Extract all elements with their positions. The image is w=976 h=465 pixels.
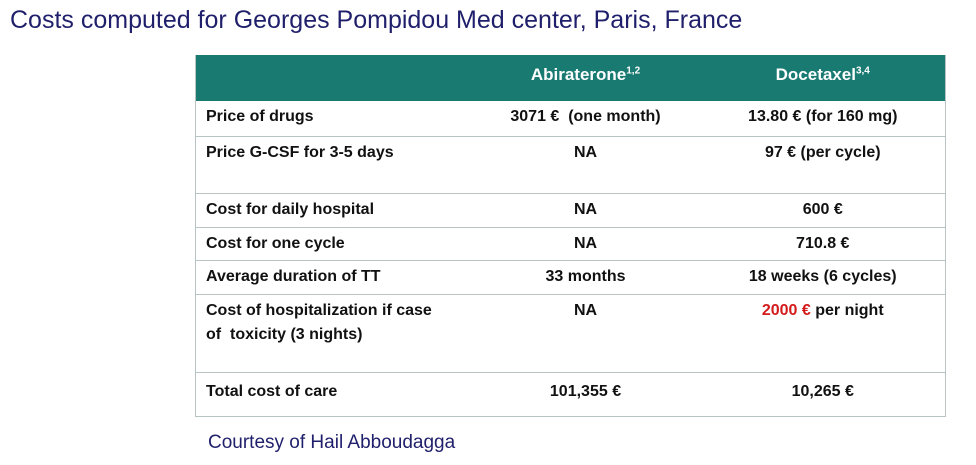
cell: NA	[470, 227, 701, 261]
cell: 3071 € (one month)	[470, 101, 701, 137]
row-label: Cost for daily hospital	[195, 193, 471, 228]
row: Total cost of care 101,355 € 10,265 €	[195, 372, 946, 417]
header-sup: 3,4	[855, 65, 870, 77]
row-label: Average duration of TT	[195, 260, 471, 295]
cell: 13.80 € (for 160 mg)	[700, 101, 946, 137]
row: Cost for daily hospital NA 600 €	[195, 193, 946, 228]
header-sup: 1,2	[626, 65, 641, 77]
slide-title: Costs computed for Georges Pompidou Med …	[10, 6, 743, 34]
cell: NA	[470, 294, 701, 373]
row: Average duration of TT 33 months 18 week…	[195, 260, 946, 295]
row-label: Price of drugs	[195, 101, 471, 137]
cell: 710.8 €	[700, 227, 946, 261]
cell: 101,355 €	[470, 372, 701, 417]
header-cell: Abiraterone1,2	[470, 55, 701, 101]
cell: 18 weeks (6 cycles)	[700, 260, 946, 295]
cell: NA	[470, 193, 701, 228]
row: Price G-CSF for 3-5 days NA 97 € (per cy…	[195, 136, 946, 194]
header-cell: Docetaxel3,4	[700, 55, 946, 101]
row: Cost for one cycle NA 710.8 €	[195, 227, 946, 261]
row-label: Cost for one cycle	[195, 227, 471, 261]
cell: 33 months	[470, 260, 701, 295]
row-label: Price G-CSF for 3-5 days	[195, 136, 471, 194]
row-label: Cost of hospitalization if case of toxic…	[195, 294, 471, 373]
row: Cost of hospitalization if case of toxic…	[195, 294, 946, 373]
header-text: Docetaxel	[775, 65, 856, 84]
cell-text: per night	[815, 301, 884, 319]
header-row: Abiraterone1,2 Docetaxel3,4	[195, 55, 946, 101]
label-line: Cost of hospitalization if case	[206, 301, 432, 319]
cost-table: Abiraterone1,2 Docetaxel3,4 Price of dru…	[195, 55, 946, 417]
cell: 10,265 €	[700, 372, 946, 417]
row-label: Total cost of care	[195, 372, 471, 417]
highlight: 2000 €	[761, 301, 811, 319]
header-text: Abiraterone	[530, 65, 627, 84]
cell: NA	[470, 136, 701, 194]
header-cell	[195, 55, 471, 101]
cell: 97 € (per cycle)	[700, 136, 946, 194]
row: Price of drugs 3071 € (one month) 13.80 …	[195, 101, 946, 137]
label-line: of toxicity (3 nights)	[206, 325, 363, 343]
cell: 600 €	[700, 193, 946, 228]
cell: 2000 € per night	[700, 294, 946, 373]
footer: Courtesy of Hail Abboudagga	[208, 432, 456, 453]
